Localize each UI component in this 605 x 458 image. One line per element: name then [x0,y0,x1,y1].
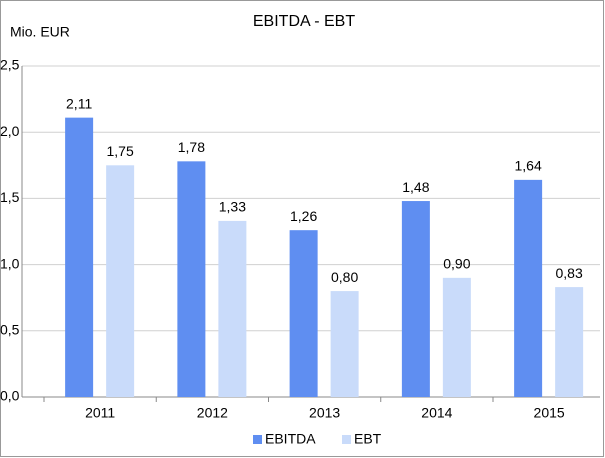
bar [106,165,135,397]
y-tick-label: 1,5 [0,189,20,205]
bar [330,291,359,397]
bar [289,230,318,397]
value-label: 0,90 [443,256,470,272]
legend-label: EBT [354,431,382,447]
x-tick-label: 2014 [421,405,452,421]
value-label: 0,83 [556,265,583,281]
y-tick-label: 2,0 [0,123,20,139]
bar [401,201,430,397]
value-label: 1,26 [290,208,317,224]
y-tick-label: 0,0 [0,388,20,404]
value-label: 1,48 [402,179,429,195]
bar [65,117,94,398]
value-label: 1,78 [178,139,205,155]
x-tick-label: 2013 [309,405,340,421]
y-tick-label: 2,5 [0,57,20,73]
x-tick-label: 2012 [197,405,228,421]
y-tick-label: 0,5 [0,322,20,338]
value-label: 2,11 [66,95,92,111]
y-tick-label: 1,0 [0,255,20,271]
bar [514,179,543,397]
bar [442,277,471,397]
legend-label: EBITDA [265,431,316,447]
bar [177,161,206,397]
value-label: 1,64 [515,158,542,174]
x-tick-label: 2015 [534,405,565,421]
chart-title: EBITDA - EBT [253,13,355,30]
value-label: 1,75 [107,143,134,159]
x-tick-label: 2011 [85,405,115,421]
bar [218,220,247,397]
bar [555,287,584,397]
legend-swatch [253,435,262,444]
legend-swatch [342,435,351,444]
value-label: 1,33 [219,199,246,215]
value-label: 0,80 [331,269,358,285]
y-axis-label: Mio. EUR [10,24,70,40]
